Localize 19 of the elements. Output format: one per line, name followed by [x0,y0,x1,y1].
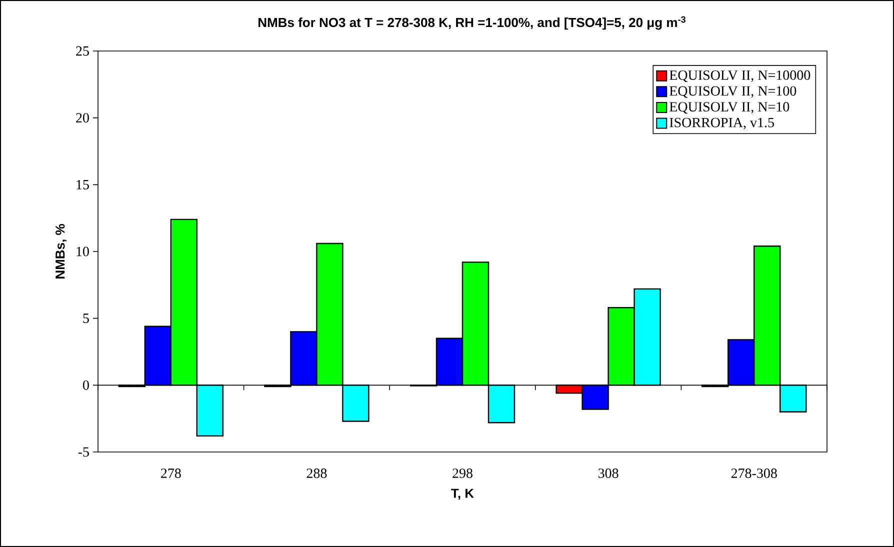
legend-label: EQUISOLV II, N=10 [670,102,790,114]
x-tick-label: 278 [161,468,181,478]
x-tick-label: 288 [306,468,327,478]
y-axis-title: NMBs, % [56,224,67,278]
chart-title: NMBs for NO3 at T = 278-308 K, RH =1-100%, and [TSO4]=5, 20 μg m$^{-3}$ [258,16,686,30]
x-tick-label: 278-308 [731,468,777,478]
y-tick-label: 0 [83,380,89,390]
x-tick-label: 298 [452,468,472,478]
y-tick-label: 25 [76,46,89,56]
y-tick-label: -5 [78,447,89,457]
y-tick-label: 5 [83,314,89,323]
legend-label: EQUISOLV II, N=10000 [670,70,810,82]
y-tick-label: 15 [76,180,89,190]
x-axis-title: T, K [451,488,474,500]
legend-label: EQUISOLV II, N=100 [670,86,796,98]
x-tick-label: 308 [598,468,618,478]
legend-label: ISORROPIA, v1.5 [670,118,774,130]
y-tick-label: 10 [76,246,89,256]
y-tick-label: 20 [76,113,89,123]
